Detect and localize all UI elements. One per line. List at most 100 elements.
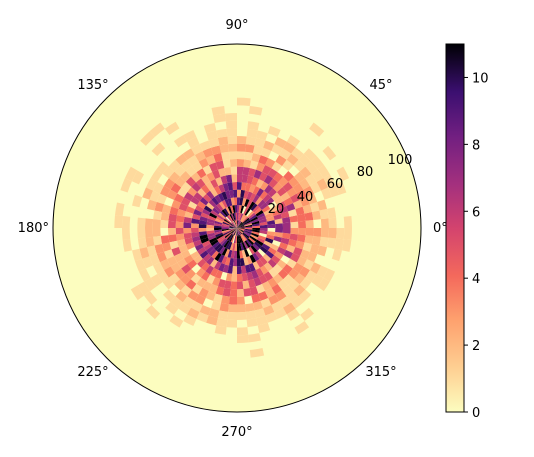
histogram-bin (268, 178, 279, 189)
histogram-bin (224, 280, 232, 289)
histogram-bin (252, 205, 260, 213)
histogram-bin (293, 273, 306, 285)
histogram-bin (241, 198, 247, 207)
histogram-bin (147, 245, 157, 257)
histogram-bin (231, 273, 237, 282)
histogram-bin (266, 234, 275, 240)
histogram-bin (322, 145, 337, 161)
histogram-bin (203, 123, 217, 134)
histogram-bin (279, 148, 292, 160)
histogram-bin (176, 233, 185, 241)
histogram-bin (240, 214, 247, 222)
histogram-bin (279, 296, 292, 308)
histogram-bin (267, 223, 276, 228)
histogram-bin (232, 182, 237, 190)
histogram-bin (180, 274, 191, 285)
histogram-bin (227, 206, 233, 214)
histogram-bin (122, 215, 131, 228)
histogram-bin (302, 242, 312, 252)
histogram-bin (233, 235, 237, 244)
colorbar-tick-label: 0 (472, 406, 480, 421)
histogram-bin (237, 159, 245, 168)
histogram-bin (210, 145, 222, 156)
histogram-bin (255, 178, 264, 189)
histogram-bin (293, 246, 303, 257)
histogram-bin (237, 228, 245, 232)
histogram-bin (243, 257, 249, 266)
histogram-bin (211, 250, 219, 260)
histogram-bin (235, 220, 237, 228)
histogram-bin (237, 311, 247, 320)
histogram-bin (237, 334, 250, 343)
histogram-bin (215, 216, 224, 222)
histogram-bin (222, 159, 231, 169)
histogram-bin (194, 150, 206, 162)
histogram-bin (282, 284, 294, 297)
histogram-bin (154, 243, 165, 255)
histogram-bin (252, 228, 260, 231)
histogram-bin (194, 294, 206, 306)
histogram-bin (255, 209, 264, 217)
histogram-bin (150, 169, 163, 182)
histogram-bin (229, 227, 237, 228)
histogram-bins (114, 97, 352, 358)
histogram-bin (221, 199, 228, 209)
histogram-bin (227, 136, 237, 145)
histogram-bin (237, 220, 241, 228)
histogram-bin (206, 256, 215, 266)
histogram-bin (202, 253, 212, 263)
angular-tick-90: 90° (225, 18, 248, 33)
histogram-bin (264, 262, 273, 272)
histogram-bin (242, 217, 250, 224)
histogram-bin (205, 265, 214, 275)
histogram-bin (316, 265, 329, 278)
histogram-bin (137, 217, 146, 228)
histogram-bin (282, 264, 293, 275)
histogram-bin (336, 166, 350, 182)
histogram-bin (232, 205, 236, 214)
histogram-bin (295, 240, 305, 250)
histogram-bin (215, 176, 223, 186)
colorbar-tick-label: 6 (472, 205, 480, 220)
histogram-bin (131, 170, 145, 185)
histogram-bin (226, 215, 233, 223)
histogram-bin (225, 233, 232, 240)
histogram-bin (205, 246, 215, 254)
angular-tick-labels: 0° 45° 90° 135° 180° 225° 270° 315° (18, 18, 448, 440)
histogram-bin (229, 225, 237, 228)
histogram-bin (261, 281, 272, 292)
histogram-bin (114, 215, 123, 228)
histogram-bin (219, 210, 227, 218)
histogram-bin (335, 181, 347, 195)
histogram-bin (317, 164, 330, 179)
histogram-bin (278, 269, 289, 280)
histogram-bin (223, 240, 230, 248)
histogram-bin (217, 214, 225, 221)
histogram-bin (248, 263, 256, 272)
histogram-bin (214, 225, 222, 228)
histogram-bin (191, 218, 200, 224)
histogram-bin (202, 193, 212, 203)
histogram-bin (236, 220, 237, 228)
histogram-bin (183, 222, 192, 228)
histogram-bin (229, 234, 234, 243)
histogram-bin (230, 250, 235, 259)
histogram-bin (244, 223, 252, 227)
histogram-bin (252, 261, 260, 271)
histogram-bin (237, 228, 241, 236)
histogram-bin (174, 176, 186, 188)
histogram-bin (328, 184, 340, 198)
histogram-bin (230, 166, 237, 175)
histogram-bin (260, 298, 272, 309)
histogram-bin (202, 164, 213, 175)
histogram-bin (258, 235, 267, 241)
histogram-bin (134, 258, 146, 272)
histogram-bin (271, 255, 281, 264)
histogram-bin (145, 228, 154, 238)
histogram-bin (288, 268, 300, 280)
histogram-bin (201, 184, 210, 194)
histogram-bin (237, 223, 244, 228)
histogram-bin (222, 183, 230, 192)
histogram-bin (277, 279, 289, 291)
histogram-bin (124, 166, 138, 182)
